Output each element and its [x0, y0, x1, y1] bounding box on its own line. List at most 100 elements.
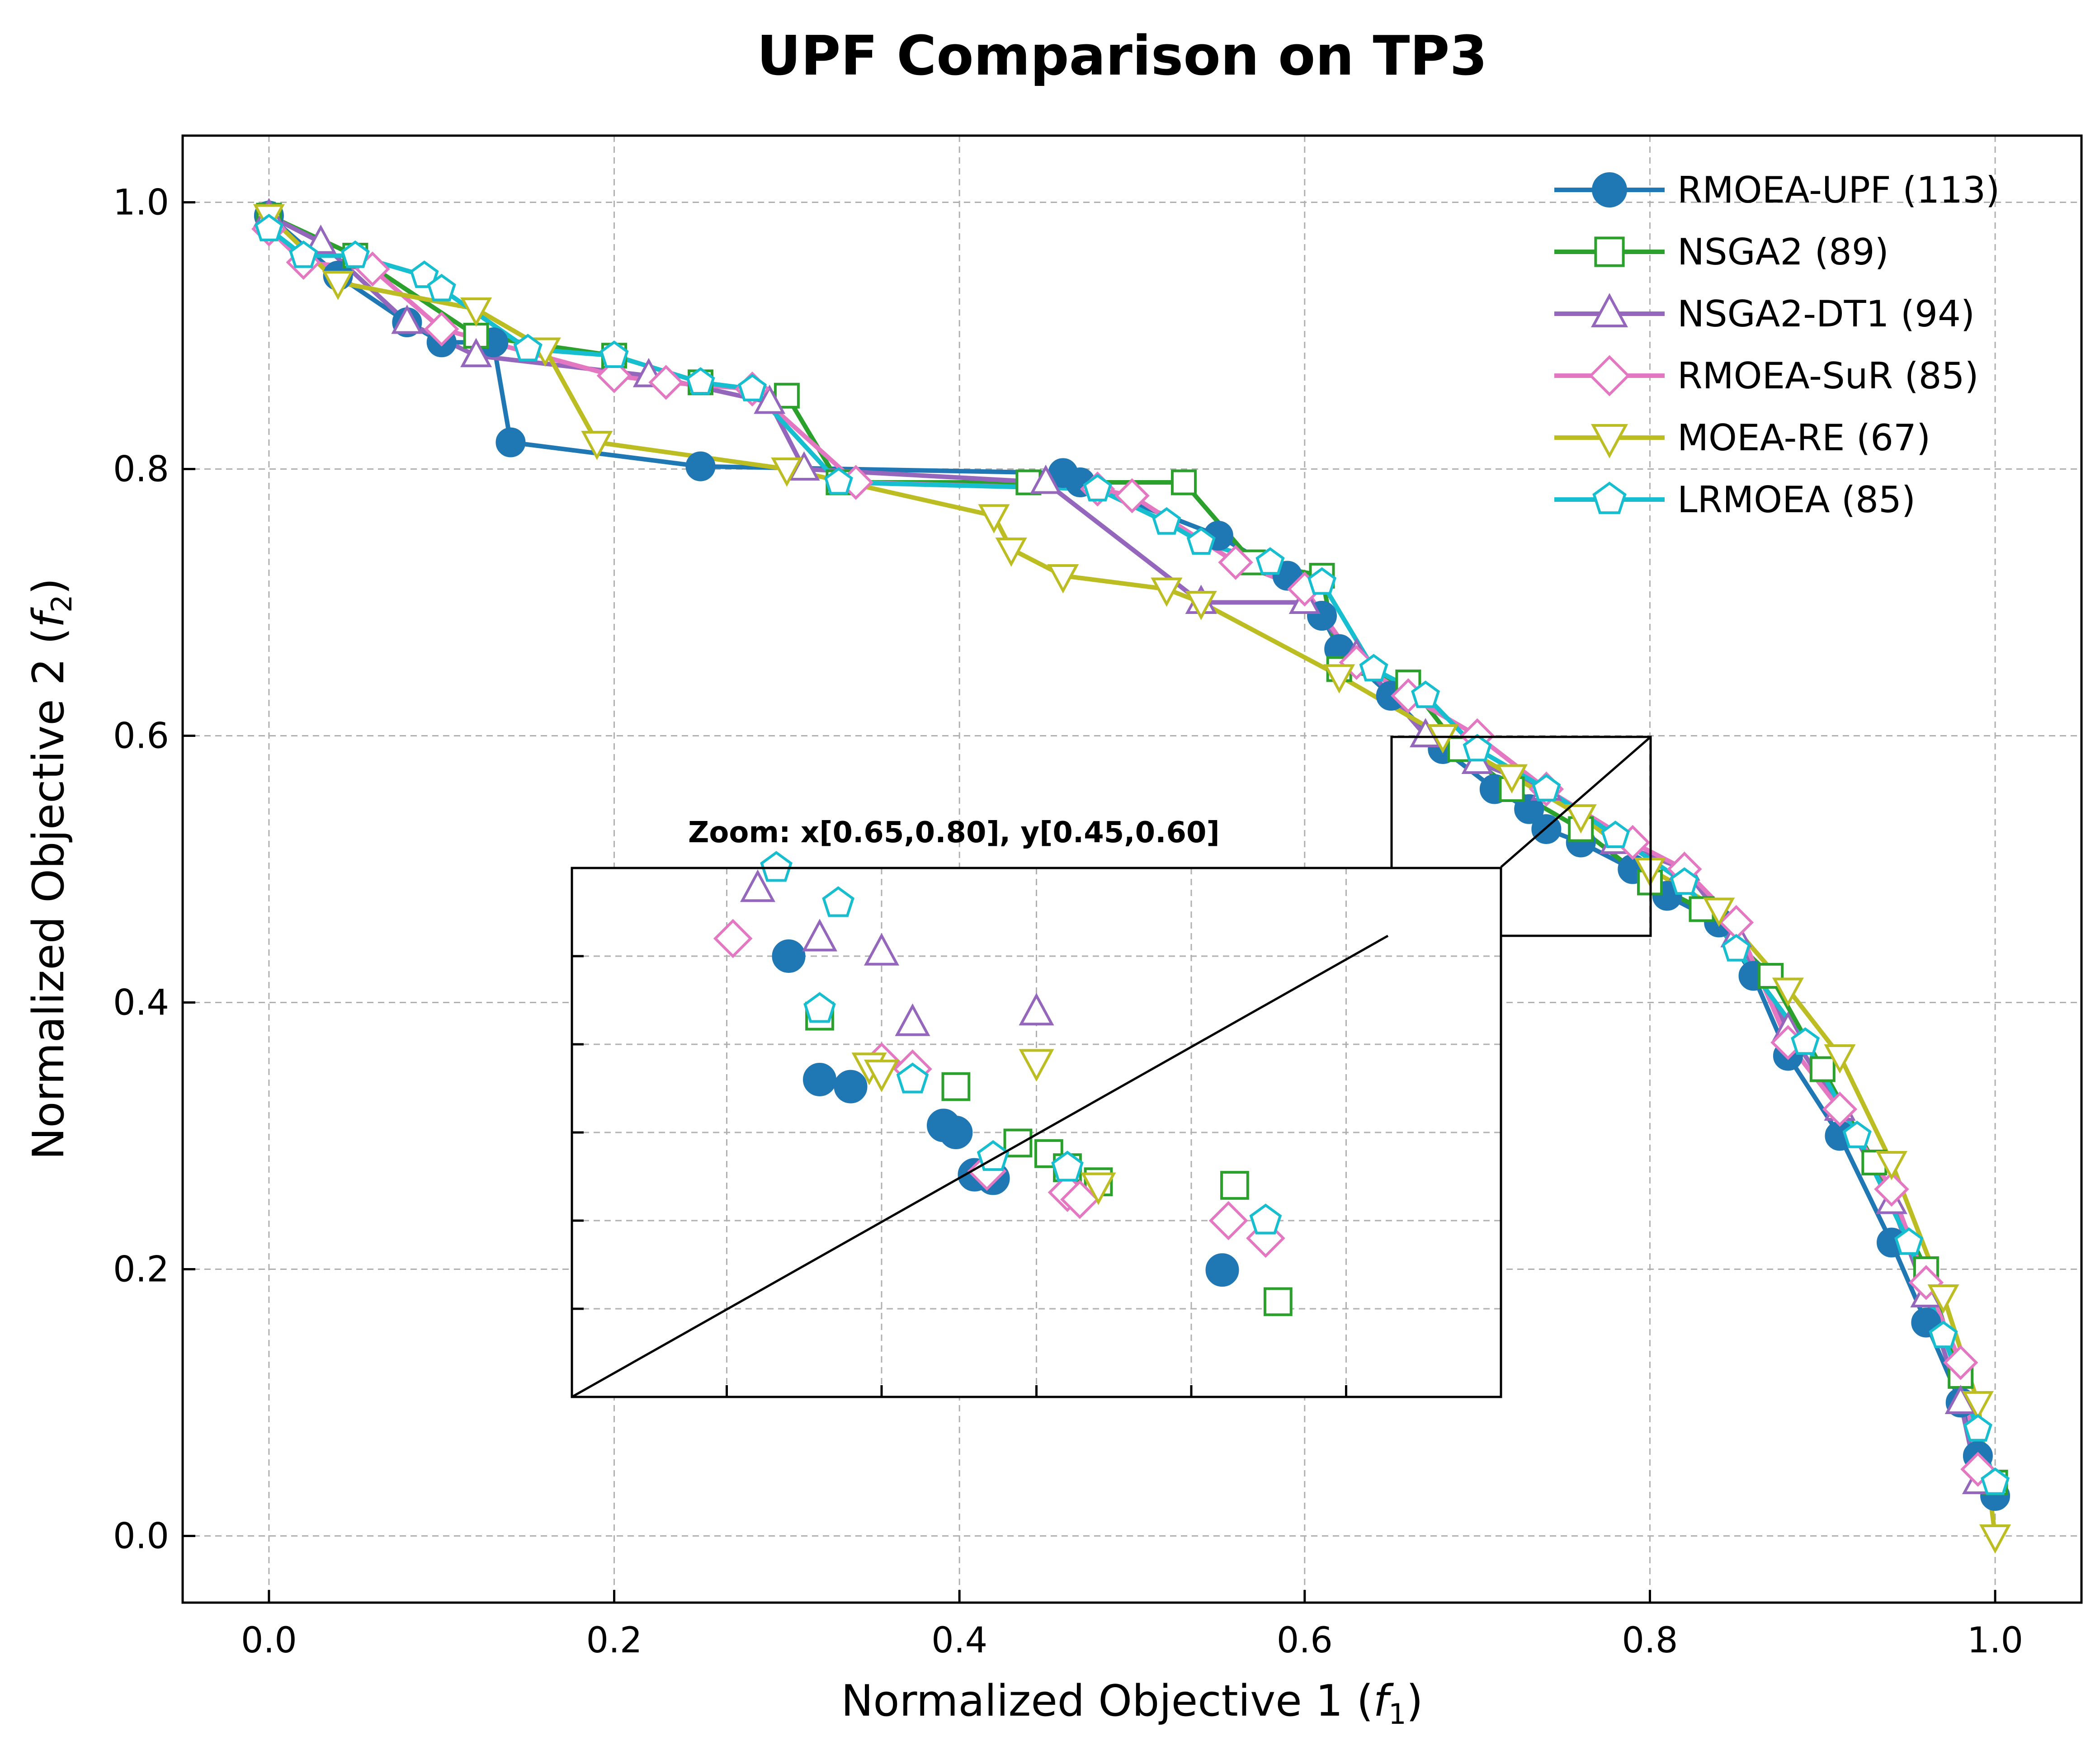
data-point-series-3	[648, 365, 684, 400]
zoom-connector-line	[1500, 736, 1652, 868]
x-tick-label: 0.0	[241, 1620, 297, 1661]
inset-point-series-5	[1051, 1151, 1084, 1182]
inset-point-series-2	[895, 1003, 930, 1036]
inset-point-series-0	[1205, 1253, 1239, 1287]
y-tick-label: 0.2	[113, 1250, 169, 1290]
data-point-series-5	[254, 213, 283, 241]
data-point-series-1	[463, 323, 489, 349]
y-axis-label: Normalized Objective 2 (f2)	[24, 578, 78, 1160]
data-point-series-5	[427, 274, 456, 302]
x-tick-label: 0.2	[586, 1620, 642, 1661]
data-point-series-5	[1929, 1321, 1958, 1349]
data-point-series-4	[1962, 1391, 1994, 1420]
zoom-inset-points	[713, 851, 1293, 1316]
data-point-series-5	[1963, 1414, 1992, 1442]
data-point-series-4	[1151, 577, 1183, 607]
data-point-series-3	[1114, 478, 1150, 514]
data-point-series-2	[1030, 464, 1062, 494]
data-point-series-0	[685, 451, 716, 481]
inset-point-series-5	[822, 886, 854, 917]
data-point-series-0	[496, 427, 526, 458]
data-point-series-2	[305, 224, 337, 254]
y-tick-label: 0.4	[113, 983, 169, 1024]
data-point-series-4	[1875, 1151, 1908, 1180]
data-point-series-5	[1981, 1467, 2010, 1495]
chart-title: UPF Comparison on TP3	[757, 25, 1487, 88]
data-point-series-4	[771, 458, 803, 487]
legend-label: LRMOEA (85)	[1677, 479, 1916, 521]
x-tick-label: 1.0	[1967, 1620, 2023, 1661]
data-point-series-4	[1047, 564, 1079, 594]
inset-point-series-5	[760, 851, 793, 882]
data-point-series-4	[1772, 977, 1804, 1007]
data-point-series-4	[460, 297, 492, 327]
legend-marker	[1592, 172, 1627, 208]
y-tick-label: 1.0	[113, 183, 169, 223]
data-point-series-4	[1979, 1524, 2011, 1554]
data-point-series-3	[1943, 1345, 1978, 1380]
x-axis-label: Normalized Objective 1 (f1)	[841, 1676, 1423, 1731]
x-tick-label: 0.6	[1277, 1620, 1333, 1661]
data-point-series-1	[1809, 1056, 1836, 1082]
data-point-series-4	[1565, 804, 1597, 834]
plot-frame	[181, 134, 2083, 1604]
data-point-series-0	[1514, 794, 1544, 824]
data-point-series-5	[410, 260, 439, 288]
data-point-series-4	[1323, 664, 1355, 694]
zoom-inset-ticks	[572, 955, 1347, 1397]
inset-point-series-4	[864, 1059, 900, 1093]
inset-point-series-1	[941, 1072, 971, 1101]
data-point-series-5	[1186, 527, 1216, 555]
legend-marker	[1590, 424, 1628, 458]
data-point-series-5	[599, 340, 629, 368]
data-point-series-4	[1927, 1284, 1959, 1314]
inset-point-series-3	[1208, 1201, 1248, 1241]
y-tick-label: 0.6	[113, 716, 169, 757]
inset-point-series-2	[802, 919, 838, 952]
legend: RMOEA-UPF (113) NSGA2 (89) NSGA2-DT1 (94) R…	[1554, 169, 2000, 521]
inset-point-series-0	[803, 1063, 836, 1096]
data-point-series-1	[1171, 469, 1197, 495]
ticks: 0.0 0.2 0.4 0.6 0.8 1.0 0.0 0.2 0.4 0.6 0.8 1.0	[113, 183, 2023, 1661]
inset-point-series-4	[1019, 1049, 1054, 1082]
data-point-series-4	[1824, 1044, 1856, 1074]
zoom-inset-diagonal	[571, 934, 1389, 1398]
legend-marker	[1589, 355, 1630, 396]
data-point-series-5	[1307, 567, 1337, 595]
data-point-series-4	[995, 538, 1027, 567]
data-point-series-5	[513, 334, 543, 362]
legend-marker	[1594, 236, 1625, 267]
inset-point-series-5	[1249, 1203, 1282, 1235]
inset-point-series-2	[864, 933, 900, 966]
inset-point-series-1	[1220, 1171, 1249, 1200]
data-point-series-4	[1496, 764, 1528, 794]
data-point-series-4	[1427, 724, 1459, 754]
data-point-series-5	[1842, 1120, 1872, 1148]
data-point-series-5	[1532, 774, 1561, 802]
inset-point-series-5	[896, 1062, 929, 1094]
data-point-series-5	[824, 467, 853, 495]
inset-point-series-0	[939, 1116, 973, 1149]
series-layer	[251, 198, 2011, 1554]
data-point-series-5	[737, 373, 767, 401]
data-point-series-2	[460, 338, 492, 368]
y-tick-label: 0.8	[113, 449, 169, 490]
data-point-series-2	[754, 384, 786, 414]
legend-label: NSGA2 (89)	[1677, 231, 1889, 273]
legend-label: NSGA2-DT1 (94)	[1677, 293, 1975, 335]
data-point-series-5	[1670, 867, 1699, 895]
data-point-series-5	[1152, 507, 1181, 535]
data-point-series-5	[340, 240, 370, 268]
x-tick-label: 0.4	[931, 1620, 987, 1661]
data-point-series-4	[1185, 591, 1217, 620]
data-point-series-5	[1255, 547, 1285, 575]
zoom-label: Zoom: x[0.65,0.80], y[0.45,0.60]	[688, 816, 1220, 849]
inset-point-series-2	[740, 869, 776, 902]
data-point-series-5	[1411, 680, 1440, 708]
data-point-series-5	[686, 367, 715, 395]
data-point-series-5	[1463, 734, 1492, 762]
data-point-series-4	[1703, 897, 1735, 927]
data-point-series-5	[1791, 1027, 1820, 1055]
inset-point-series-0	[772, 939, 806, 973]
